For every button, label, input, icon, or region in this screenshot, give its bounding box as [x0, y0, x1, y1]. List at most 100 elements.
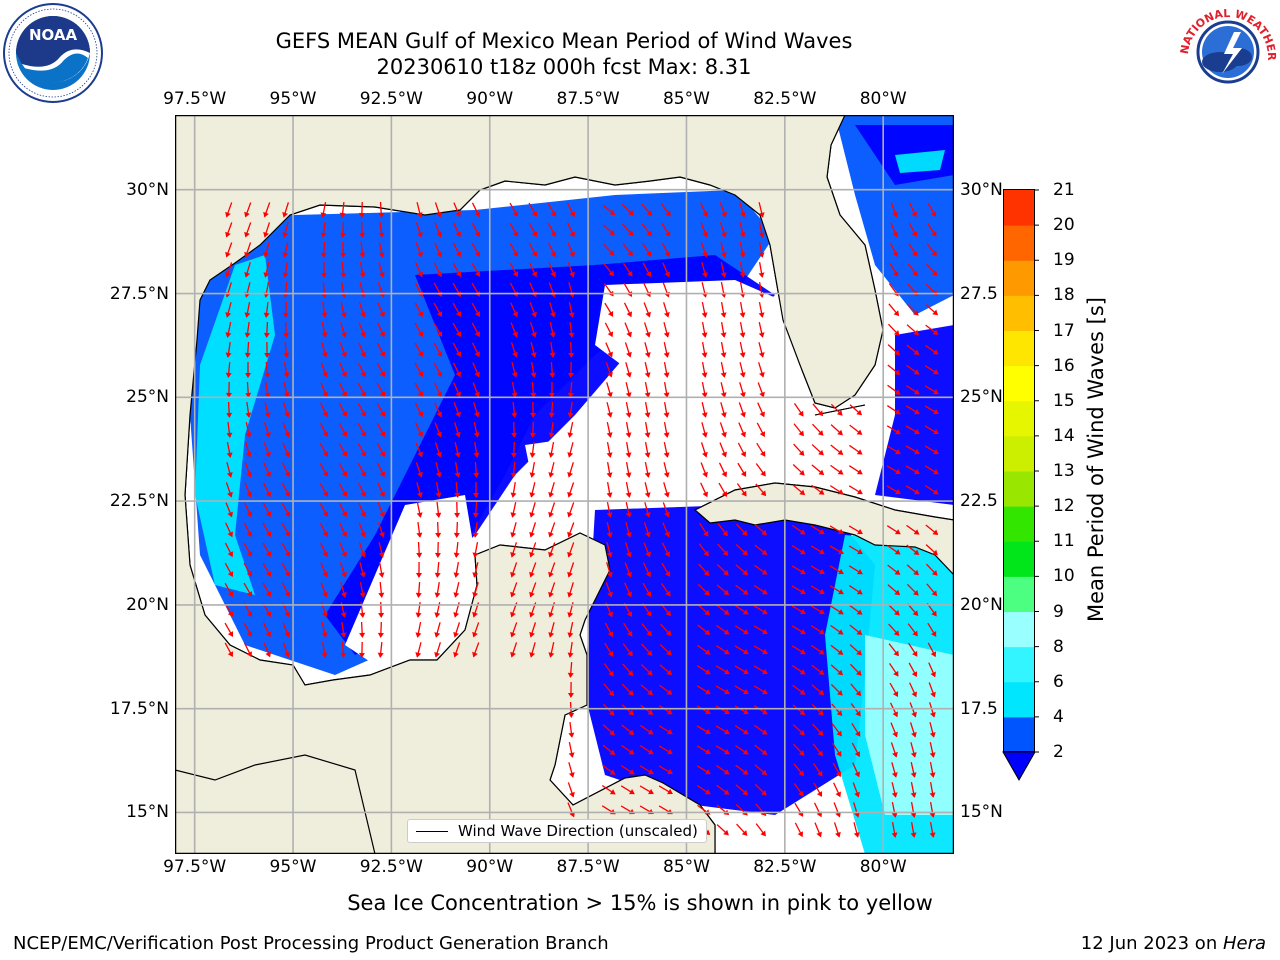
wind-wave-direction-arrow: [472, 382, 480, 398]
wind-wave-direction-arrow: [830, 464, 844, 475]
wind-wave-direction-arrow: [641, 203, 653, 217]
wind-wave-direction-arrow: [908, 642, 918, 657]
wind-wave-direction-arrow: [814, 822, 822, 838]
wind-wave-direction-arrow: [434, 242, 442, 258]
wind-wave-direction-arrow: [606, 542, 613, 558]
wind-wave-direction-arrow: [830, 683, 843, 696]
wind-wave-direction-arrow: [811, 444, 824, 456]
wind-wave-direction-arrow: [338, 402, 348, 418]
wind-wave-direction-arrow: [433, 322, 443, 337]
wind-wave-direction-arrow: [791, 625, 806, 635]
wind-wave-direction-arrow: [320, 562, 328, 578]
lat-tick-label-left: 17.5°N: [109, 698, 169, 719]
wind-wave-direction-arrow: [225, 302, 232, 318]
wind-wave-direction-arrow: [529, 562, 537, 578]
wind-wave-direction-arrow: [471, 202, 481, 218]
wind-wave-direction-arrow: [224, 582, 234, 597]
colorbar-segment: [1004, 646, 1034, 683]
wind-wave-direction-arrow: [321, 622, 328, 638]
wind-wave-direction-arrow: [644, 422, 651, 438]
wind-wave-direction-arrow: [415, 442, 423, 458]
wind-wave-direction-arrow: [622, 663, 634, 677]
wind-wave-direction-arrow: [753, 645, 768, 655]
wind-wave-direction-arrow: [642, 242, 652, 257]
wind-wave-direction-arrow: [548, 562, 556, 578]
wind-wave-direction-arrow: [245, 381, 252, 398]
wind-wave-direction-arrow: [415, 642, 422, 658]
wind-wave-direction-arrow: [416, 502, 423, 518]
wind-wave-direction-arrow: [568, 742, 575, 758]
lon-tick-label: 95°W: [269, 89, 317, 109]
wind-wave-direction-arrow: [663, 362, 670, 378]
wind-wave-direction-arrow: [282, 642, 290, 658]
wind-wave-direction-arrow: [658, 765, 673, 775]
wind-wave-direction-arrow: [663, 342, 670, 358]
wind-wave-direction-arrow: [906, 564, 919, 576]
wind-wave-direction-arrow: [908, 222, 918, 238]
wind-wave-direction-arrow: [621, 203, 634, 216]
wind-wave-direction-arrow: [719, 422, 727, 438]
wind-wave-direction-arrow: [644, 362, 651, 378]
wind-wave-direction-arrow: [830, 644, 844, 655]
wind-wave-direction-arrow: [264, 422, 271, 438]
wind-wave-direction-arrow: [890, 742, 898, 758]
colorbar-segment: [1004, 471, 1034, 507]
wind-wave-direction-arrow: [907, 263, 918, 277]
wind-wave-direction-arrow: [660, 583, 671, 597]
wind-wave-direction-arrow: [282, 222, 289, 238]
wind-wave-direction-arrow: [415, 462, 423, 478]
wind-wave-direction-arrow: [910, 782, 917, 798]
wind-wave-direction-arrow: [529, 522, 537, 538]
wind-wave-direction-arrow: [226, 401, 233, 418]
wind-wave-direction-arrow: [791, 585, 806, 595]
wind-wave-direction-arrow: [735, 544, 748, 556]
wind-wave-direction-arrow: [320, 582, 328, 598]
wind-wave-direction-arrow: [606, 402, 613, 418]
wind-wave-direction-arrow: [739, 302, 746, 318]
colorbar-tick-label: 4: [1053, 706, 1064, 727]
colorbar-tick-label: 17: [1053, 320, 1075, 341]
wind-wave-direction-arrow: [715, 705, 730, 715]
wind-wave-direction-arrow: [889, 262, 899, 277]
wind-wave-direction-arrow: [357, 362, 367, 378]
wind-wave-direction-arrow: [910, 762, 917, 778]
wind-wave-direction-arrow: [830, 403, 843, 416]
wind-wave-direction-arrow: [625, 382, 632, 398]
wind-wave-direction-arrow: [849, 424, 863, 435]
wind-wave-direction-arrow: [889, 682, 899, 697]
wind-wave-direction-arrow: [736, 483, 747, 497]
wind-wave-direction-arrow: [262, 502, 272, 518]
wind-wave-direction-arrow: [548, 421, 555, 438]
wind-wave-direction-arrow: [715, 665, 730, 675]
wind-wave-direction-arrow: [700, 462, 708, 478]
colorbar-tick-label: 20: [1053, 215, 1075, 236]
lon-tick-label: 92.5°W: [359, 857, 423, 877]
wind-wave-direction-arrow: [415, 222, 423, 238]
wind-wave-direction-arrow: [905, 485, 920, 495]
wind-wave-direction-arrow: [886, 425, 901, 435]
wind-wave-direction-arrow: [757, 402, 765, 418]
wind-wave-direction-arrow: [605, 342, 613, 358]
wind-wave-direction-arrow: [529, 502, 536, 518]
wind-wave-direction-arrow: [701, 382, 708, 398]
wind-wave-direction-arrow: [339, 342, 347, 358]
colorbar-segment: [1004, 365, 1034, 402]
lon-tick-label: 80°W: [859, 857, 907, 877]
wind-wave-direction-arrow: [905, 425, 920, 435]
wind-wave-direction-arrow: [890, 222, 898, 238]
wind-wave-direction-arrow: [890, 722, 898, 738]
wind-wave-direction-arrow: [663, 462, 670, 478]
wind-wave-direction-arrow: [696, 765, 711, 775]
wind-wave-direction-arrow: [319, 482, 329, 497]
wind-wave-direction-arrow: [339, 362, 347, 378]
wind-wave-direction-arrow: [530, 322, 537, 338]
wind-wave-direction-arrow: [906, 364, 920, 375]
lat-tick-label-right: 20°N: [960, 594, 1003, 615]
wind-wave-direction-arrow: [830, 624, 844, 635]
wind-wave-direction-arrow: [434, 222, 442, 238]
wind-wave-direction-arrow: [262, 542, 272, 557]
wind-wave-direction-arrow: [548, 582, 556, 598]
wind-wave-direction-arrow: [663, 482, 670, 498]
wind-wave-direction-arrow: [716, 624, 730, 635]
wind-wave-direction-arrow: [738, 402, 746, 418]
